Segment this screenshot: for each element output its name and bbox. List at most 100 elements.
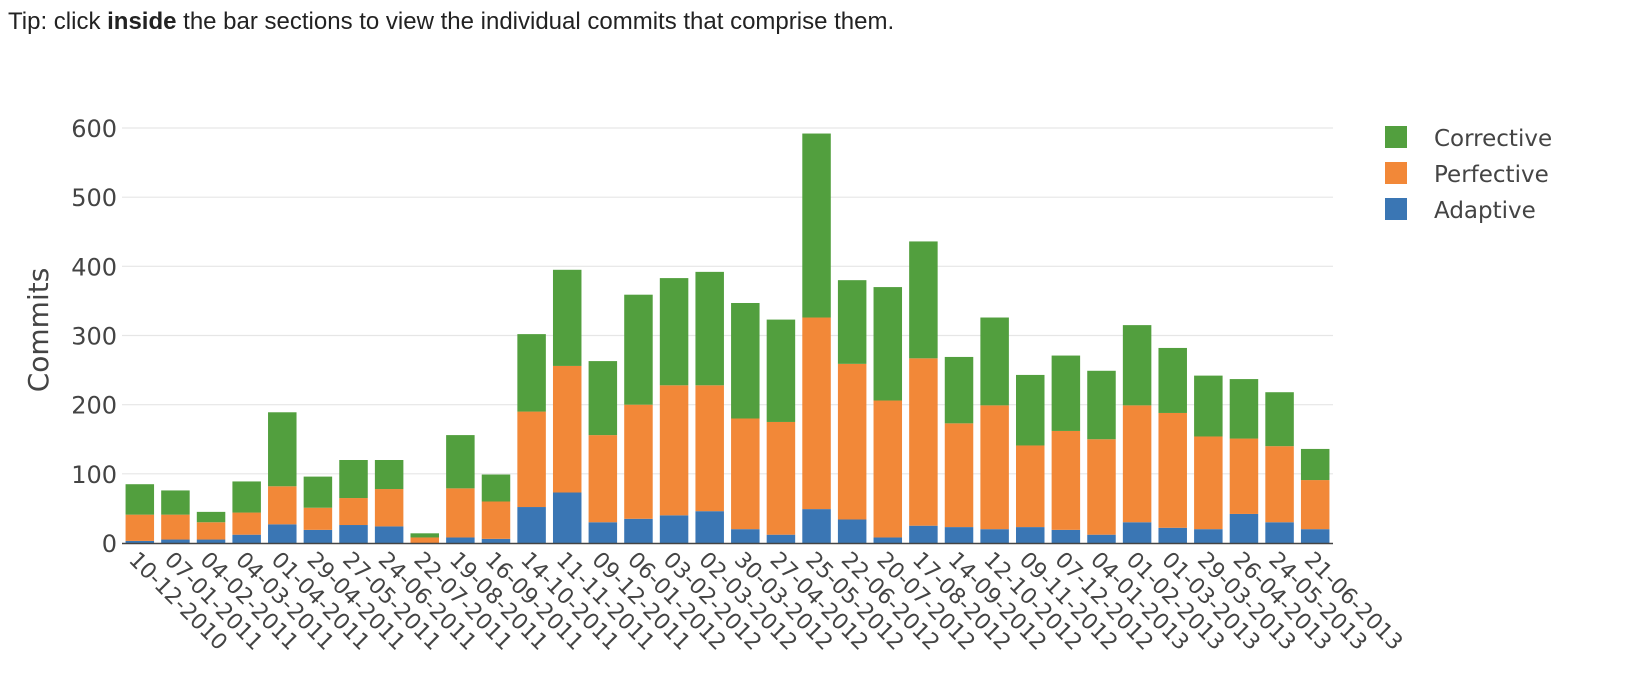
- bar-adaptive-24-06-2011[interactable]: [374, 526, 404, 543]
- bar-corrective-04-03-2011[interactable]: [232, 481, 261, 513]
- bar-perfective-14-10-2011[interactable]: [517, 411, 546, 508]
- bar-adaptive-07-12-2012[interactable]: [1051, 529, 1081, 543]
- bar-corrective-16-09-2011[interactable]: [481, 474, 511, 502]
- bar-perfective-27-04-2012[interactable]: [766, 421, 796, 535]
- bar-corrective-06-01-2012[interactable]: [624, 294, 653, 405]
- bar-perfective-19-08-2011[interactable]: [446, 488, 475, 538]
- bar-adaptive-29-04-2011[interactable]: [303, 529, 333, 543]
- bar-adaptive-01-03-2013[interactable]: [1158, 527, 1187, 543]
- bar-corrective-26-04-2013[interactable]: [1229, 379, 1259, 439]
- bar-adaptive-27-04-2012[interactable]: [766, 534, 796, 543]
- bar-corrective-12-10-2012[interactable]: [980, 317, 1009, 406]
- bar-corrective-24-06-2011[interactable]: [374, 460, 404, 490]
- bar-perfective-04-02-2011[interactable]: [196, 522, 226, 540]
- bar-corrective-27-04-2012[interactable]: [766, 319, 796, 422]
- legend-item-adaptive[interactable]: Adaptive: [1385, 198, 1536, 224]
- bar-perfective-01-03-2013[interactable]: [1158, 412, 1187, 528]
- bar-corrective-29-04-2011[interactable]: [303, 476, 333, 508]
- bar-corrective-20-07-2012[interactable]: [873, 287, 903, 401]
- legend-item-corrective[interactable]: Corrective: [1385, 126, 1552, 152]
- bar-corrective-04-02-2011[interactable]: [196, 511, 226, 523]
- bar-perfective-06-01-2012[interactable]: [624, 404, 653, 519]
- bar-perfective-09-11-2012[interactable]: [1016, 445, 1045, 528]
- bar-corrective-10-12-2010[interactable]: [125, 484, 155, 515]
- bar-adaptive-11-11-2011[interactable]: [552, 492, 582, 543]
- bar-corrective-09-12-2011[interactable]: [588, 361, 618, 436]
- bar-adaptive-01-04-2011[interactable]: [268, 524, 297, 543]
- bar-perfective-03-02-2012[interactable]: [659, 385, 689, 516]
- bar-perfective-04-03-2011[interactable]: [232, 512, 261, 535]
- bar-perfective-16-09-2011[interactable]: [481, 501, 511, 539]
- bar-corrective-29-03-2013[interactable]: [1194, 375, 1223, 437]
- bar-adaptive-01-02-2013[interactable]: [1122, 522, 1152, 543]
- bar-adaptive-17-08-2012[interactable]: [909, 525, 938, 543]
- bar-adaptive-21-06-2013[interactable]: [1300, 529, 1330, 543]
- bar-perfective-10-12-2010[interactable]: [125, 514, 155, 541]
- bar-adaptive-06-01-2012[interactable]: [624, 518, 653, 543]
- bar-perfective-12-10-2012[interactable]: [980, 405, 1009, 530]
- bar-corrective-22-06-2012[interactable]: [837, 280, 867, 364]
- bar-corrective-27-05-2011[interactable]: [339, 460, 368, 499]
- bar-corrective-04-01-2013[interactable]: [1087, 370, 1116, 440]
- bar-corrective-14-10-2011[interactable]: [517, 334, 546, 412]
- bar-adaptive-02-03-2012[interactable]: [695, 511, 724, 543]
- bar-corrective-07-12-2012[interactable]: [1051, 355, 1081, 431]
- bar-corrective-09-11-2012[interactable]: [1016, 374, 1045, 446]
- bar-corrective-19-08-2011[interactable]: [446, 435, 475, 489]
- bar-corrective-03-02-2012[interactable]: [659, 278, 689, 386]
- bar-corrective-21-06-2013[interactable]: [1300, 448, 1330, 481]
- bar-adaptive-29-03-2013[interactable]: [1194, 529, 1223, 543]
- bar-corrective-11-11-2011[interactable]: [552, 269, 582, 366]
- bar-adaptive-20-07-2012[interactable]: [873, 537, 903, 543]
- bar-adaptive-22-06-2012[interactable]: [837, 519, 867, 543]
- bar-perfective-24-05-2013[interactable]: [1265, 446, 1294, 523]
- bar-perfective-24-06-2011[interactable]: [374, 489, 404, 527]
- bar-adaptive-14-09-2012[interactable]: [944, 527, 974, 543]
- bar-corrective-22-07-2011[interactable]: [410, 533, 439, 538]
- bar-perfective-30-03-2012[interactable]: [731, 418, 760, 530]
- bar-adaptive-27-05-2011[interactable]: [339, 525, 368, 543]
- bar-adaptive-10-12-2010[interactable]: [125, 540, 155, 543]
- bar-perfective-26-04-2013[interactable]: [1229, 438, 1259, 514]
- bar-adaptive-25-05-2012[interactable]: [802, 509, 831, 543]
- bar-adaptive-04-02-2011[interactable]: [196, 539, 226, 543]
- bar-corrective-07-01-2011[interactable]: [161, 490, 190, 515]
- bar-corrective-30-03-2012[interactable]: [731, 302, 760, 419]
- bar-corrective-24-05-2013[interactable]: [1265, 392, 1294, 447]
- bar-adaptive-09-12-2011[interactable]: [588, 522, 618, 543]
- bar-adaptive-12-10-2012[interactable]: [980, 529, 1009, 543]
- bar-perfective-07-12-2012[interactable]: [1051, 430, 1081, 530]
- bar-perfective-21-06-2013[interactable]: [1300, 480, 1330, 530]
- bar-corrective-02-03-2012[interactable]: [695, 271, 724, 386]
- bar-adaptive-26-04-2013[interactable]: [1229, 513, 1259, 543]
- bar-adaptive-30-03-2012[interactable]: [731, 529, 760, 543]
- bar-perfective-11-11-2011[interactable]: [552, 365, 582, 493]
- bar-adaptive-03-02-2012[interactable]: [659, 515, 689, 543]
- bar-corrective-17-08-2012[interactable]: [909, 241, 938, 359]
- bar-perfective-29-03-2013[interactable]: [1194, 436, 1223, 530]
- bar-perfective-17-08-2012[interactable]: [909, 358, 938, 526]
- bar-perfective-01-04-2011[interactable]: [268, 486, 297, 525]
- bar-perfective-22-06-2012[interactable]: [837, 363, 867, 520]
- bar-perfective-22-07-2011[interactable]: [410, 537, 439, 543]
- bar-corrective-25-05-2012[interactable]: [802, 133, 831, 318]
- bar-adaptive-14-10-2011[interactable]: [517, 507, 546, 543]
- bar-perfective-01-02-2013[interactable]: [1122, 405, 1152, 523]
- bar-corrective-01-03-2013[interactable]: [1158, 347, 1187, 413]
- bar-perfective-04-01-2013[interactable]: [1087, 439, 1116, 535]
- bar-adaptive-19-08-2011[interactable]: [446, 537, 475, 543]
- bar-perfective-07-01-2011[interactable]: [161, 514, 190, 540]
- bar-perfective-27-05-2011[interactable]: [339, 498, 368, 526]
- bar-adaptive-24-05-2013[interactable]: [1265, 522, 1294, 543]
- bar-corrective-01-02-2013[interactable]: [1122, 325, 1152, 406]
- bar-adaptive-04-01-2013[interactable]: [1087, 534, 1116, 543]
- bar-perfective-20-07-2012[interactable]: [873, 400, 903, 538]
- bar-perfective-29-04-2011[interactable]: [303, 507, 333, 530]
- bar-corrective-01-04-2011[interactable]: [268, 412, 297, 487]
- bar-adaptive-07-01-2011[interactable]: [161, 539, 190, 543]
- legend-item-perfective[interactable]: Perfective: [1385, 162, 1549, 188]
- bar-adaptive-16-09-2011[interactable]: [481, 538, 511, 543]
- bar-corrective-14-09-2012[interactable]: [944, 356, 974, 424]
- bar-adaptive-04-03-2011[interactable]: [232, 534, 261, 543]
- bar-perfective-09-12-2011[interactable]: [588, 435, 618, 523]
